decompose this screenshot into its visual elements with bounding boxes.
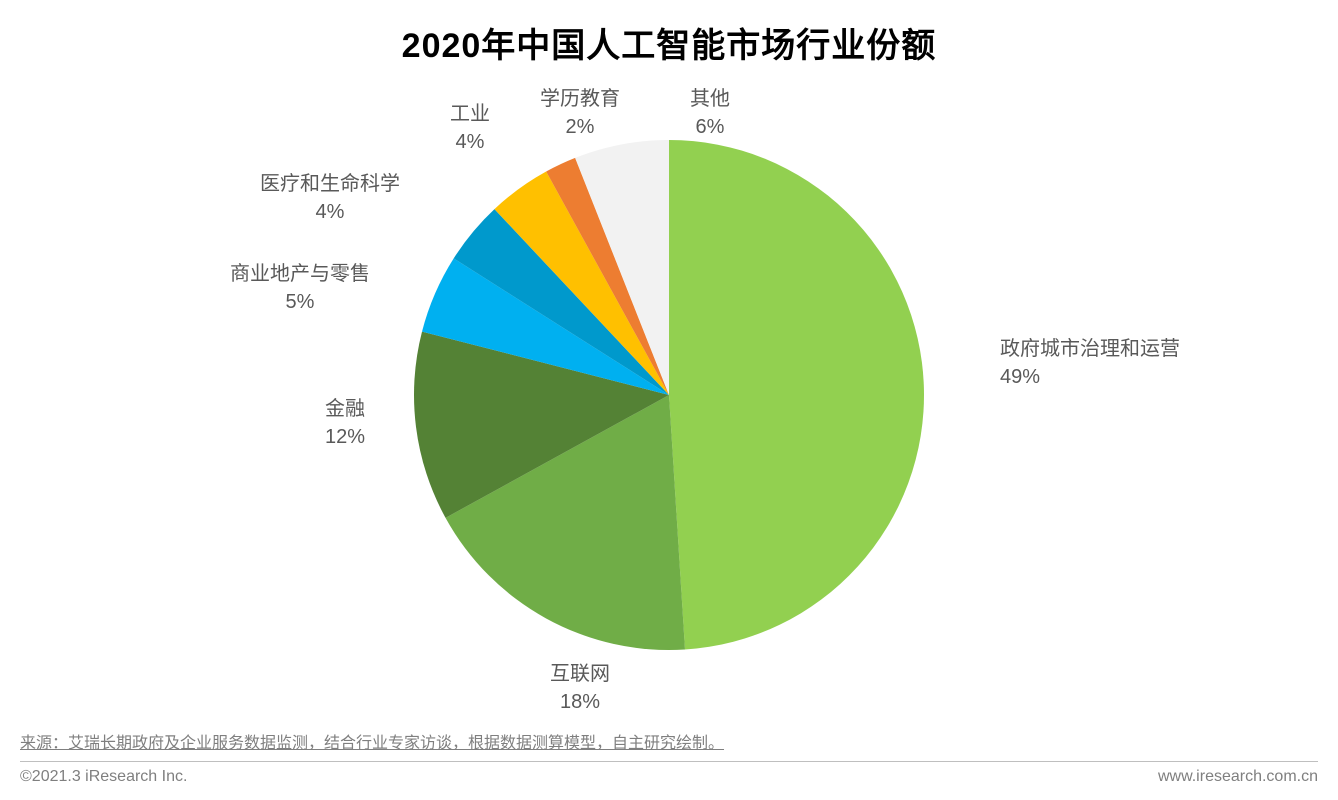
chart-title: 2020年中国人工智能市场行业份额 (0, 0, 1338, 67)
slice-label: 工业4% (450, 100, 490, 156)
copyright-text: ©2021.3 iResearch Inc. (20, 768, 187, 786)
slice-label: 金融12% (325, 395, 365, 451)
slice-label: 医疗和生命科学4% (260, 170, 400, 226)
pie-chart: 政府城市治理和运营49% 互联网18% 金融12% 商业地产与零售5% 医疗和生命科学4… (0, 70, 1338, 720)
slice-label: 政府城市治理和运营49% (1000, 335, 1180, 391)
website-text: www.iresearch.com.cn (1158, 768, 1318, 786)
slice-label: 互联网18% (550, 660, 610, 716)
source-text: 来源：艾瑞长期政府及企业服务数据监测，结合行业专家访谈，根据数据测算模型，自主研… (20, 729, 1318, 762)
pie-slice (669, 140, 924, 649)
slice-label: 学历教育2% (540, 85, 620, 141)
footer: 来源：艾瑞长期政府及企业服务数据监测，结合行业专家访谈，根据数据测算模型，自主研… (0, 729, 1338, 800)
pie-svg (412, 138, 926, 652)
slice-label: 其他6% (690, 85, 730, 141)
slice-label: 商业地产与零售5% (230, 260, 370, 316)
